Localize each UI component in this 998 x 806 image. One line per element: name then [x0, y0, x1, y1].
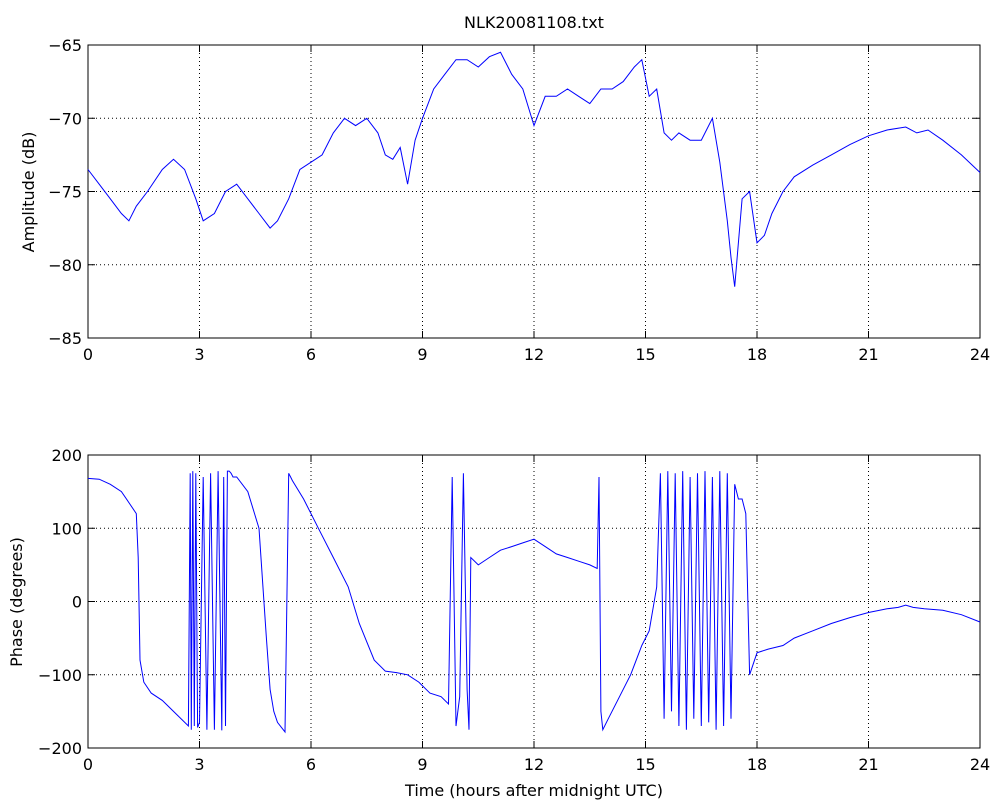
phase-xtick-label: 6	[306, 755, 316, 774]
phase-ytick-label: −100	[38, 666, 82, 685]
phase-xtick-label: 18	[747, 755, 767, 774]
phase-ylabel: Phase (degrees)	[7, 537, 26, 667]
amplitude-ylabel: Amplitude (dB)	[19, 132, 38, 253]
phase-ytick-label: 0	[72, 593, 82, 612]
phase-xlabel: Time (hours after midnight UTC)	[404, 781, 663, 800]
phase-ytick-label: −200	[38, 739, 82, 758]
amplitude-grid	[88, 45, 980, 338]
phase-xtick-label: 24	[970, 755, 990, 774]
phase-xtick-label: 0	[83, 755, 93, 774]
amplitude-xtick-label: 21	[858, 345, 878, 364]
amplitude-xtick-label: 6	[306, 345, 316, 364]
amplitude-series-line	[87, 51, 981, 287]
amplitude-xtick-label: 3	[194, 345, 204, 364]
amplitude-xtick-label: 9	[417, 345, 427, 364]
phase-xtick-label: 21	[858, 755, 878, 774]
amplitude-xtick-label: 24	[970, 345, 990, 364]
phase-xtick-label: 15	[635, 755, 655, 774]
chart-title: NLK20081108.txt	[464, 13, 604, 32]
phase-xtick-label: 12	[524, 755, 544, 774]
phase-xtick-label: 3	[194, 755, 204, 774]
amplitude-ytick-label: −70	[48, 109, 82, 128]
amplitude-plot-area	[87, 44, 981, 339]
phase-xtick-label: 9	[417, 755, 427, 774]
amplitude-xtick-label: 18	[747, 345, 767, 364]
amplitude-ticks: 0 3 6 9 12 15 18 21 24 −85 −80 −75 −70 −65	[48, 36, 990, 364]
amplitude-panel: 0 3 6 9 12 15 18 21 24 −85 −80 −75 −70 −65 NLK2008110…	[19, 13, 990, 364]
phase-ticks: 0 3 6 9 12 15 18 21 24 −200 −100 0 100 200	[38, 446, 990, 774]
amplitude-ytick-label: −80	[48, 256, 82, 275]
amplitude-xtick-label: 12	[524, 345, 544, 364]
phase-panel: 0 3 6 9 12 15 18 21 24 −200 −100 0 100 200 Phase (deg…	[7, 446, 990, 800]
phase-ytick-label: 100	[51, 519, 82, 538]
amplitude-xtick-label: 0	[83, 345, 93, 364]
amplitude-xtick-label: 15	[635, 345, 655, 364]
phase-series-line	[87, 470, 981, 734]
amplitude-ytick-label: −65	[48, 36, 82, 55]
amplitude-ytick-label: −85	[48, 329, 82, 348]
phase-ytick-label: 200	[51, 446, 82, 465]
amplitude-ytick-label: −75	[48, 183, 82, 202]
